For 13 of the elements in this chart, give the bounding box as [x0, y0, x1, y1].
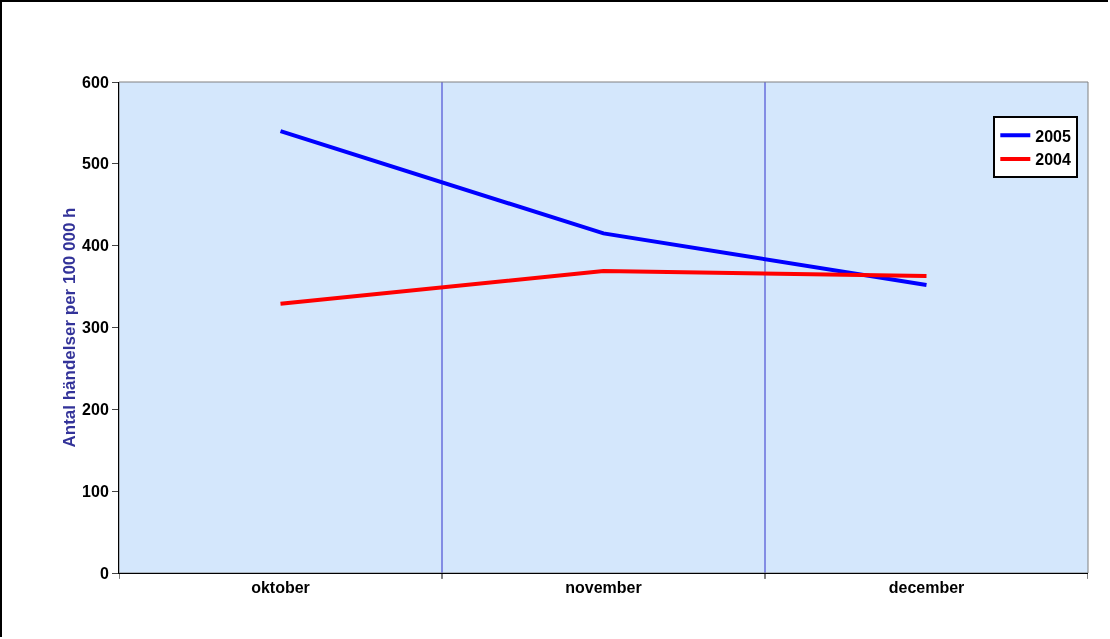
- x-tick-label: november: [565, 579, 642, 597]
- y-tick-label: 300: [82, 319, 109, 337]
- legend-label: 2004: [1035, 151, 1072, 169]
- y-tick-label: 500: [82, 155, 109, 173]
- y-tick-label: 0: [99, 564, 109, 582]
- x-tick-label: oktober: [251, 579, 310, 597]
- y-axis-title: Antal händelser per 100 000 h: [60, 207, 79, 448]
- y-tick-label: 100: [82, 482, 109, 500]
- legend-label: 2005: [1035, 127, 1072, 145]
- x-tick-label: december: [888, 579, 965, 597]
- y-tick-label: 400: [82, 237, 109, 255]
- y-tick-label: 600: [82, 73, 109, 91]
- y-tick-label: 200: [82, 400, 109, 418]
